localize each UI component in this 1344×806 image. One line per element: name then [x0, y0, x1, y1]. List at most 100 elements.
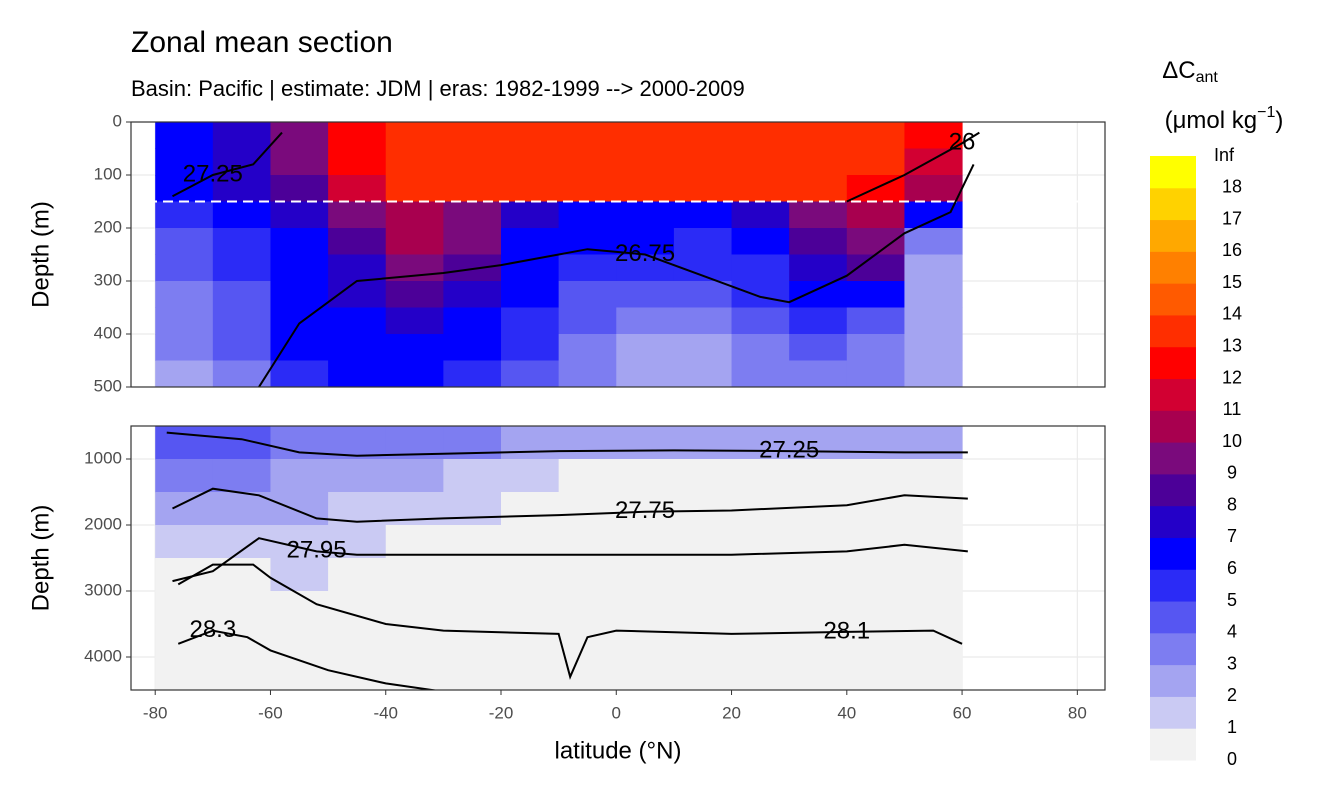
- contour-cell: [558, 492, 617, 526]
- isoline-label: 27.95: [287, 537, 347, 564]
- contour-cell: [904, 148, 963, 176]
- contour-cell: [385, 334, 444, 361]
- contour-cell: [212, 228, 271, 255]
- contour-cell: [616, 657, 675, 690]
- legend-title-main: ΔC: [1162, 57, 1195, 84]
- contour-cell: [385, 307, 444, 335]
- contour-cell: [846, 558, 905, 592]
- y-tick-label: 200: [94, 217, 122, 236]
- legend-swatch: [1150, 156, 1196, 189]
- contour-cell: [789, 657, 848, 690]
- contour-cell: [846, 201, 905, 229]
- legend-label: Inf: [1214, 145, 1235, 165]
- contour-cell: [558, 254, 617, 282]
- contour-cell: [846, 657, 905, 690]
- legend-label: 5: [1227, 590, 1237, 610]
- contour-cell: [673, 558, 733, 592]
- y-tick-label: 500: [94, 376, 122, 395]
- contour-cell: [789, 175, 848, 202]
- legend-swatch: [1150, 314, 1196, 348]
- contour-cell: [385, 148, 444, 176]
- contour-cell: [501, 201, 560, 229]
- y-tick-label: 1000: [84, 448, 122, 467]
- contour-cell: [443, 525, 502, 559]
- contour-cell: [789, 426, 848, 460]
- contour-cell: [673, 281, 733, 308]
- contour-cell: [501, 148, 560, 176]
- contour-cell: [789, 624, 848, 658]
- contour-cell: [385, 360, 444, 387]
- contour-cell: [212, 307, 271, 335]
- contour-cell: [443, 281, 502, 308]
- contour-cell: [731, 175, 790, 202]
- legend-label: 11: [1223, 399, 1242, 419]
- contour-cell: [789, 122, 848, 149]
- isoline-label: 26: [949, 129, 976, 156]
- contour-cell: [385, 175, 444, 202]
- legend-swatch: [1150, 537, 1196, 570]
- contour-cell: [328, 281, 387, 308]
- contour-cell: [155, 492, 214, 526]
- contour-cell: [558, 624, 617, 658]
- contour-cell: [385, 228, 444, 255]
- contour-cell: [789, 228, 848, 255]
- contour-cell: [270, 525, 329, 559]
- contour-cell: [155, 281, 214, 308]
- contour-cell: [212, 558, 271, 592]
- contour-cell: [501, 426, 560, 460]
- contour-cell: [731, 459, 790, 493]
- contour-cell: [616, 281, 675, 308]
- contour-cell: [616, 307, 675, 335]
- contour-cell: [731, 201, 790, 229]
- isoline-label: 27.25: [183, 160, 243, 187]
- legend-swatch: [1150, 251, 1196, 284]
- contour-cell: [155, 122, 214, 149]
- contour-cell: [328, 591, 387, 625]
- contour-cell: [616, 525, 675, 559]
- contour-cell: [212, 624, 271, 658]
- contour-cell: [385, 281, 444, 308]
- contour-cell: [731, 624, 790, 658]
- isoline-label: 27.25: [759, 436, 819, 463]
- contour-cell: [616, 591, 675, 625]
- contour-cell: [904, 281, 963, 308]
- legend-unit: (μmol kg−1): [1165, 104, 1284, 134]
- contour-cell: [616, 459, 675, 493]
- contour-cell: [904, 228, 963, 255]
- legend-swatch: [1150, 219, 1196, 252]
- legend-swatch: [1150, 346, 1196, 380]
- contour-cell: [328, 459, 387, 493]
- contour-cell: [443, 175, 502, 202]
- contour-cell: [155, 426, 214, 460]
- contour-cell: [270, 175, 329, 202]
- x-tick-label: 60: [953, 703, 972, 722]
- contour-cell: [904, 426, 963, 460]
- contour-cell: [328, 624, 387, 658]
- contour-cell: [904, 307, 963, 335]
- contour-cell: [846, 591, 905, 625]
- contour-cell: [155, 657, 214, 690]
- isoline-label: 28.3: [189, 616, 236, 643]
- contour-cell: [270, 624, 329, 658]
- contour-cell: [558, 201, 617, 229]
- contour-cell: [673, 657, 733, 690]
- contour-cell: [558, 591, 617, 625]
- contour-cell: [846, 148, 905, 176]
- contour-cell: [328, 657, 387, 690]
- chart-subtitle: Basin: Pacific | estimate: JDM | eras: 1…: [131, 76, 745, 101]
- contour-cell: [789, 334, 848, 361]
- contour-cell: [673, 525, 733, 559]
- contour-cell: [846, 525, 905, 559]
- contour-cell: [155, 459, 214, 493]
- panel: 27.25 26 26.75: [131, 122, 1105, 387]
- contour-cell: [501, 459, 560, 493]
- contour-cell: [212, 334, 271, 361]
- contour-cell: [558, 459, 617, 493]
- legend-label: 17: [1222, 208, 1242, 228]
- contour-cell: [616, 558, 675, 592]
- contour-cell: [904, 591, 963, 625]
- contour-cell: [155, 591, 214, 625]
- legend-swatch: [1150, 569, 1196, 602]
- isoline: [258, 163, 975, 387]
- contour-cell: [212, 175, 271, 202]
